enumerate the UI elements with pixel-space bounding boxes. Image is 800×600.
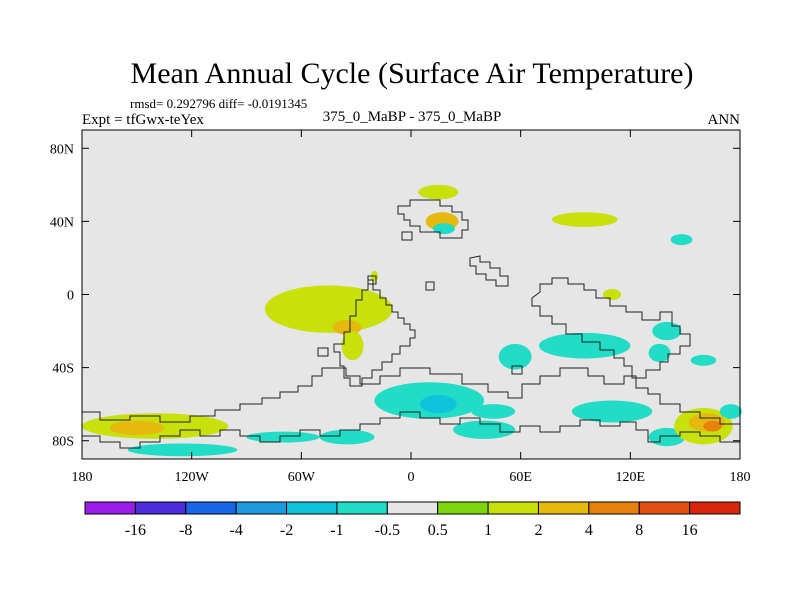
axis-ticks: 180 120W 60W 0 60E 120E 180 80N 40N 0 40S 80S <box>50 130 751 485</box>
anomaly-region-10 <box>551 212 618 227</box>
x-tick-label-0: 180 <box>72 470 93 485</box>
colorbar-swatch-10 <box>588 501 640 515</box>
outline-north-block <box>397 199 469 239</box>
y-tick-label-1: 40N <box>50 215 74 230</box>
anomaly-region-22 <box>471 404 516 419</box>
anomaly-region-23 <box>453 420 516 439</box>
colorbar-swatch-0 <box>84 501 136 515</box>
anomaly-region-18 <box>690 354 717 366</box>
x-tick-label-6: 180 <box>730 470 751 485</box>
expt-label: Expt = tfGwx-teYex <box>82 112 204 128</box>
outline-islet-a <box>401 231 413 241</box>
anomaly-region-14 <box>538 332 631 359</box>
anomaly-region-29 <box>719 404 742 419</box>
anomaly-region-3 <box>246 431 320 443</box>
colorbar-label-5: -0.5 <box>375 522 400 539</box>
colorbar-label-4: -1 <box>330 522 343 539</box>
y-tick-label-0: 80N <box>50 142 74 157</box>
x-tick-label-3: 0 <box>408 470 415 485</box>
colorbar-label-10: 8 <box>635 522 643 539</box>
stats-line: rmsd= 0.292796 diff= -0.0191345 <box>130 96 307 111</box>
chart-title: Mean Annual Cycle (Surface Air Temperatu… <box>131 57 694 90</box>
anomaly-region-17 <box>648 343 671 363</box>
anomaly-region-4 <box>264 285 393 333</box>
colorbar-label-7: 1 <box>484 522 492 539</box>
anomaly-region-7 <box>418 184 459 200</box>
anomaly-region-5 <box>332 320 362 335</box>
anomaly-region-20 <box>420 395 457 414</box>
colorbar-label-1: -8 <box>179 522 192 539</box>
anomaly-region-1 <box>109 420 165 436</box>
outline-islet-d <box>317 347 329 357</box>
colorbar-swatch-9 <box>537 501 590 515</box>
y-tick-label-3: 40S <box>52 362 74 377</box>
outline-islet-e <box>511 365 523 375</box>
outline-east-continent <box>531 277 691 379</box>
x-tick-label-5: 120E <box>616 470 646 485</box>
colorbar-swatch-5 <box>336 501 388 515</box>
colorbar-swatch-8 <box>487 501 539 515</box>
colorbar-label-2: -4 <box>229 522 242 539</box>
outline-islet-b <box>367 275 377 285</box>
colorbar-label-6: 0.5 <box>428 522 448 539</box>
colorbar-swatch-3 <box>235 501 288 515</box>
chart-subtitle: 375_0_MaBP - 375_0_MaBP <box>323 109 502 125</box>
x-tick-label-2: 60W <box>288 470 316 485</box>
y-tick-label-2: 0 <box>67 289 74 304</box>
outline-south-america <box>333 279 416 387</box>
y-tick-label-4: 80S <box>52 435 74 450</box>
colorbar-swatch-4 <box>286 501 338 515</box>
colorbar-swatch-6 <box>386 501 439 515</box>
anomaly-region-6 <box>341 331 364 361</box>
colorbar-label-8: 2 <box>534 522 542 539</box>
colorbar-label-9: 4 <box>585 522 593 539</box>
colorbar-swatch-11 <box>638 501 691 515</box>
outline-islet-c <box>425 281 435 291</box>
outline-antarctica <box>81 367 741 449</box>
colorbar: -16 -8 -4 -2 -1 -0.5 0.5 1 2 4 8 16 <box>84 501 741 539</box>
anomaly-region-2 <box>127 443 238 457</box>
anomaly-region-21 <box>319 429 375 445</box>
outline-north-strip <box>469 255 509 287</box>
colorbar-swatch-12 <box>689 501 741 515</box>
x-tick-label-4: 60E <box>509 470 532 485</box>
colorbar-swatch-1 <box>134 501 187 515</box>
x-tick-label-1: 120W <box>175 470 210 485</box>
season-label: ANN <box>708 112 741 128</box>
anomaly-region-13 <box>602 289 622 300</box>
anomaly-region-28 <box>703 420 722 432</box>
continent-outlines <box>81 199 741 449</box>
anomaly-region-15 <box>498 343 532 370</box>
colorbar-swatch-7 <box>437 501 489 515</box>
anomaly-region-11 <box>670 234 693 246</box>
colorbar-label-0: -16 <box>125 522 146 539</box>
colorbar-label-11: 16 <box>682 522 698 539</box>
colorbar-swatch-2 <box>185 501 237 515</box>
anomaly-region-24 <box>571 400 653 423</box>
anomaly-regions <box>82 184 742 457</box>
colorbar-label-3: -2 <box>280 522 293 539</box>
anomaly-region-9 <box>432 223 455 235</box>
anomaly-region-16 <box>652 321 682 341</box>
